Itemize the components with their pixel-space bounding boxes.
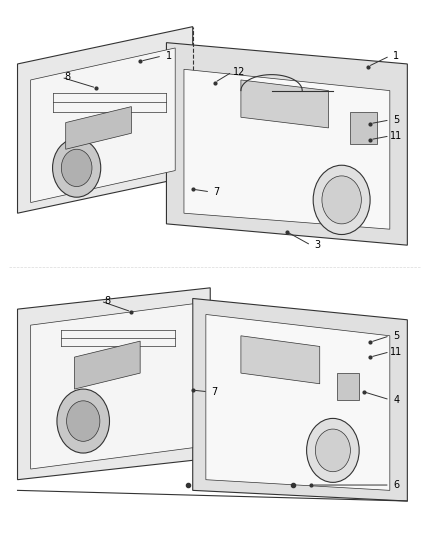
Polygon shape	[18, 288, 210, 480]
Text: 4: 4	[393, 395, 399, 405]
Text: 7: 7	[214, 187, 220, 197]
Circle shape	[313, 165, 370, 235]
Text: 7: 7	[212, 387, 218, 397]
Text: 1: 1	[393, 51, 399, 61]
Text: 5: 5	[393, 115, 399, 125]
Circle shape	[53, 139, 101, 197]
Text: 3: 3	[314, 240, 321, 250]
Polygon shape	[193, 298, 407, 501]
Polygon shape	[184, 69, 390, 229]
Polygon shape	[241, 336, 320, 384]
Circle shape	[67, 401, 100, 441]
Text: 8: 8	[65, 72, 71, 82]
Polygon shape	[166, 43, 407, 245]
Text: 11: 11	[390, 347, 403, 357]
Polygon shape	[18, 27, 193, 213]
Text: 12: 12	[233, 67, 245, 77]
Text: 8: 8	[104, 296, 110, 306]
Polygon shape	[31, 304, 193, 469]
Text: 5: 5	[393, 331, 399, 341]
Text: 1: 1	[166, 51, 172, 61]
Polygon shape	[66, 107, 131, 149]
Circle shape	[307, 418, 359, 482]
Bar	[350, 112, 377, 144]
Circle shape	[315, 429, 350, 472]
Text: 11: 11	[390, 131, 403, 141]
Circle shape	[322, 176, 361, 224]
Circle shape	[57, 389, 110, 453]
Polygon shape	[241, 80, 328, 128]
Polygon shape	[206, 314, 390, 490]
Text: 6: 6	[393, 480, 399, 490]
Bar	[337, 373, 359, 400]
Polygon shape	[31, 48, 175, 203]
Polygon shape	[74, 341, 140, 389]
Circle shape	[61, 149, 92, 187]
